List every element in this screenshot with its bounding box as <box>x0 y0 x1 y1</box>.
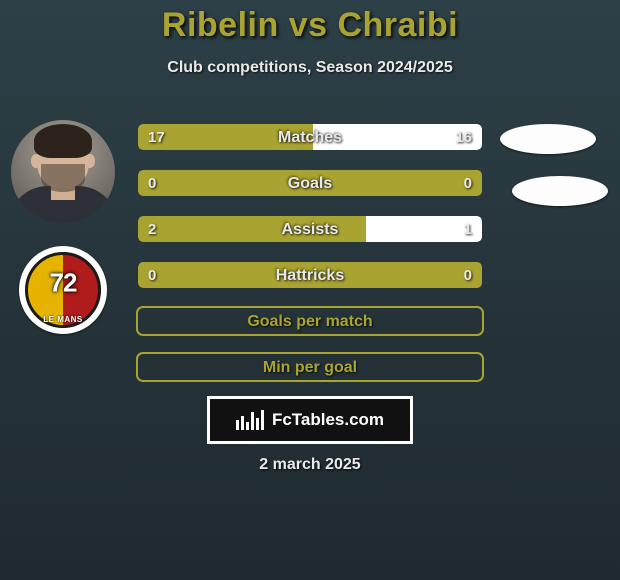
stat-row-matches: 1716Matches <box>136 122 484 152</box>
fctables-badge[interactable]: FcTables.com <box>207 396 413 444</box>
crest-bottom-text: LE MANS <box>43 315 83 324</box>
stat-label: Min per goal <box>138 354 482 380</box>
stat-row-hattricks: 00Hattricks <box>136 260 484 290</box>
left-player-column: 72 LE MANS <box>8 120 118 334</box>
comparison-date: 2 march 2025 <box>259 456 360 474</box>
right-player-placeholder-1 <box>500 124 596 154</box>
badge-chart-icon <box>236 410 264 430</box>
crest-center-number: 72 <box>50 268 77 299</box>
stat-bars: 1716Matches 00Goals 21Assists 00Hattricks Go… <box>136 122 484 398</box>
comparison-card: Ribelin vs Chraibi Club competitions, Se… <box>0 0 620 580</box>
stat-row-min-per-goal: Min per goal <box>136 352 484 382</box>
stat-row-goals-per-match: Goals per match <box>136 306 484 336</box>
page-title: Ribelin vs Chraibi <box>0 0 620 45</box>
stat-label: Goals per match <box>138 308 482 334</box>
page-subtitle: Club competitions, Season 2024/2025 <box>0 59 620 77</box>
stat-row-goals: 00Goals <box>136 168 484 198</box>
player-avatar <box>11 120 115 224</box>
right-player-placeholder-2 <box>512 176 608 206</box>
club-crest: 72 LE MANS <box>19 246 107 334</box>
stat-row-assists: 21Assists <box>136 214 484 244</box>
badge-text: FcTables.com <box>272 410 384 430</box>
